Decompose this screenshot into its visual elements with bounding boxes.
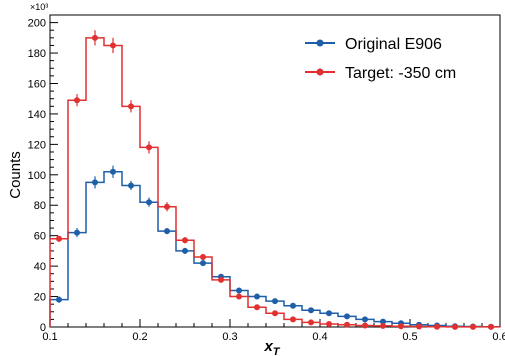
data-point <box>236 293 242 300</box>
data-point <box>290 316 296 323</box>
y-tick-label: 40 <box>34 261 46 273</box>
x-tick-label: 0.5 <box>402 331 417 343</box>
x-tick-label: 0.3 <box>222 331 237 343</box>
data-point <box>110 42 116 49</box>
data-point <box>164 228 170 235</box>
data-point <box>146 199 152 206</box>
data-point <box>200 253 206 260</box>
y-tick-label: 0 <box>40 322 46 334</box>
series-1 <box>49 30 501 330</box>
y-tick-label: 60 <box>34 231 46 243</box>
data-point <box>488 323 494 330</box>
y-axis-ticks: 0 20 40 60 80 100 120 140 160 180 200 <box>28 18 58 334</box>
data-point <box>254 304 260 311</box>
data-point <box>326 320 332 327</box>
x-tick-label: 0.1 <box>42 331 57 343</box>
data-point <box>434 323 440 330</box>
data-point <box>308 307 314 314</box>
data-point <box>236 287 242 294</box>
data-point <box>74 229 80 236</box>
data-point <box>92 34 98 41</box>
legend-entry-target: Target: -350 cm <box>305 65 456 82</box>
y-tick-label: 80 <box>34 200 46 212</box>
data-point <box>254 293 260 300</box>
x-axis-title: xT <box>263 338 280 356</box>
data-point <box>200 260 206 267</box>
data-point <box>452 323 458 330</box>
plot-frame <box>49 14 501 328</box>
data-point <box>56 235 62 242</box>
series-layer <box>49 30 501 330</box>
y-tick-label: 20 <box>34 292 46 304</box>
y-tick-label: 100 <box>28 170 46 182</box>
x-tick-label: 0.6 <box>492 331 505 343</box>
y-tick-label: 180 <box>28 48 46 60</box>
data-point <box>272 310 278 317</box>
x-tick-label: 0.2 <box>132 331 147 343</box>
data-point <box>362 322 368 329</box>
data-point <box>308 319 314 326</box>
data-point <box>92 179 98 186</box>
y-tick-label: 200 <box>28 18 46 30</box>
data-point <box>110 168 116 175</box>
legend-marker-original <box>316 39 324 47</box>
y-axis-title: Counts <box>7 151 24 199</box>
data-point <box>326 310 332 317</box>
data-point <box>164 203 170 210</box>
legend: Original E906 Target: -350 cm <box>305 36 456 82</box>
data-point <box>362 316 368 323</box>
data-point <box>182 237 188 244</box>
data-point <box>128 182 134 189</box>
x-axis-title-subscript: T <box>273 346 281 356</box>
x-tick-label: 0.4 <box>312 331 327 343</box>
legend-entry-original: Original E906 <box>305 36 442 53</box>
data-point <box>380 322 386 329</box>
data-point <box>470 323 476 330</box>
legend-marker-target <box>316 68 324 76</box>
data-point <box>56 296 62 303</box>
data-point <box>128 103 134 110</box>
y-tick-label: 160 <box>28 78 46 90</box>
data-point <box>272 298 278 305</box>
data-point <box>344 313 350 320</box>
data-point <box>416 323 422 330</box>
data-point <box>380 318 386 325</box>
data-point <box>290 302 296 309</box>
data-point <box>398 323 404 330</box>
y-multiplier-label: ×10³ <box>30 2 48 12</box>
data-point <box>344 321 350 328</box>
data-point <box>74 97 80 104</box>
data-point <box>182 247 188 254</box>
legend-label-target: Target: -350 cm <box>345 65 456 82</box>
data-point <box>218 276 224 283</box>
data-point <box>146 144 152 151</box>
x-axis-ticks: 0.1 0.2 0.3 0.4 0.5 0.6 <box>42 319 505 343</box>
x-axis-title-main: x <box>263 338 273 355</box>
series-0 <box>49 165 501 330</box>
legend-label-original: Original E906 <box>345 36 442 53</box>
y-tick-label: 140 <box>28 109 46 121</box>
y-tick-label: 120 <box>28 139 46 151</box>
series-step-line <box>49 37 501 328</box>
